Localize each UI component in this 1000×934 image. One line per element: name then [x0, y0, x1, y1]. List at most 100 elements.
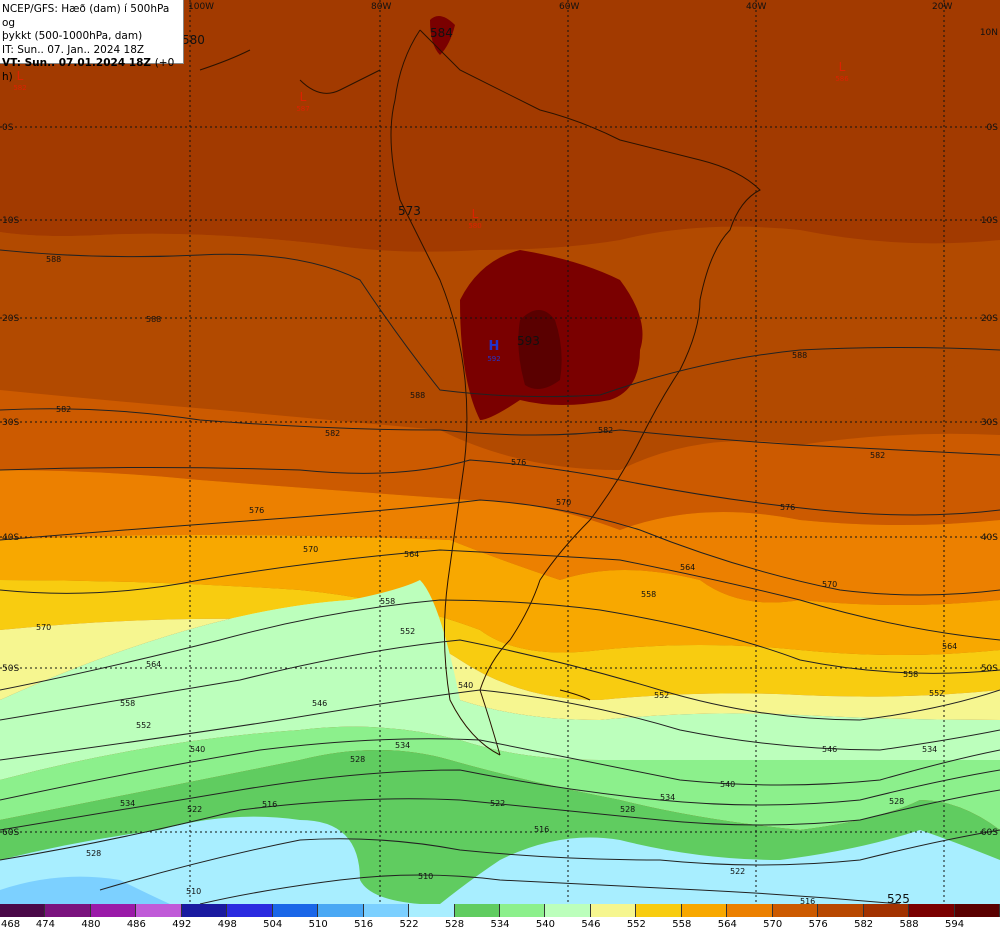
contour-label: 540 — [458, 681, 473, 690]
legend-label: 516 — [354, 919, 374, 930]
legend-swatch — [45, 904, 91, 917]
lat-label-right-50s: 50S — [981, 664, 998, 674]
lon-label-100w: 100W — [188, 2, 214, 12]
low-value: 580 — [468, 222, 481, 230]
contour-label: 516 — [262, 800, 277, 809]
legend-swatch — [545, 904, 591, 917]
lat-label-right-60s: 60S — [981, 828, 998, 838]
legend-swatch — [136, 904, 182, 917]
legend-swatch — [818, 904, 864, 917]
lon-label-20w: 20W — [932, 2, 952, 12]
contour-label: 570 — [822, 580, 837, 589]
contour-label: 588 — [146, 315, 161, 324]
low-value: 582 — [13, 84, 26, 92]
thickness-contour-labels: 588 588 588 588 582 582 582 582 576 576 … — [36, 255, 957, 904]
legend-label: 594 — [944, 919, 965, 930]
contour-label: 576 — [511, 458, 526, 467]
contour-label: 510 — [186, 887, 201, 896]
legend-swatch — [863, 904, 910, 917]
lon-label-80w: 80W — [371, 2, 391, 12]
legend-swatch — [636, 904, 682, 917]
contour-label: 564 — [680, 563, 695, 572]
legend-swatch — [318, 904, 364, 917]
contour-label: 546 — [822, 745, 837, 754]
contour-label: 534 — [395, 741, 410, 750]
map-info-box: NCEP/GFS: Hæð (dam) í 500hPa og þykkt (5… — [0, 0, 184, 83]
weather-map: 100W 80W 60W 40W 20W 0S 10S 20S 30S 40S … — [0, 0, 1000, 904]
info-valid-time: VT: Sun.. 07.01.2024 18Z (+0 h) — [2, 57, 183, 84]
lat-label-left-50s: 50S — [2, 664, 19, 674]
contour-label: 570 — [303, 545, 318, 554]
contour-label: 552 — [929, 689, 944, 698]
lat-label-left-60s: 60S — [2, 828, 19, 838]
contour-label: 570 — [556, 498, 571, 507]
contour-label: 588 — [46, 255, 61, 264]
contour-label: 552 — [136, 721, 151, 730]
longitude-labels: 100W 80W 60W 40W 20W — [188, 2, 952, 12]
low-value: 586 — [835, 75, 849, 83]
contour-label: 564 — [404, 550, 419, 559]
contour-label: 552 — [400, 627, 415, 636]
info-init-time: IT: Sun.. 07. Jan.. 2024 18Z — [2, 43, 145, 56]
lat-label-right-10s: 10S — [981, 216, 998, 226]
lat-label-left-40s: 40S — [2, 533, 19, 543]
low-marker: L — [839, 60, 846, 74]
contour-label: 528 — [350, 755, 365, 764]
legend-swatch — [0, 904, 46, 917]
legend-swatch — [499, 904, 546, 917]
low-marker: L — [17, 69, 24, 83]
low-pressure-center: L 586 — [835, 60, 849, 83]
legend-label: 588 — [899, 919, 919, 930]
legend-label: 552 — [626, 919, 646, 930]
latitude-labels-right: 10N 0S 10S 20S 30S 40S 50S 60S — [980, 28, 998, 838]
lat-label-right-30s: 30S — [981, 418, 998, 428]
contour-label: 582 — [56, 405, 71, 414]
height-label: 525 — [887, 892, 910, 904]
legend-label: 570 — [763, 919, 783, 930]
legend-label: 498 — [217, 919, 237, 930]
contour-label: 558 — [380, 597, 395, 606]
legend-label: 534 — [490, 919, 510, 930]
legend-label: 582 — [854, 919, 874, 930]
high-pressure-center: H 592 — [487, 339, 500, 363]
legend-swatch — [954, 904, 1000, 917]
contour-label: 546 — [312, 699, 327, 708]
contour-label: 540 — [720, 780, 735, 789]
contour-label: 540 — [190, 745, 205, 754]
legend-label: 522 — [399, 919, 419, 930]
lat-label-right-0s: 0S — [987, 123, 999, 133]
legend-label: 486 — [126, 919, 146, 930]
legend-swatch — [681, 904, 728, 917]
legend-label: 558 — [672, 919, 692, 930]
height-label: 580 — [182, 33, 205, 47]
legend-label: 474 — [35, 919, 55, 930]
legend-label: 480 — [81, 919, 101, 930]
contour-label: 558 — [641, 590, 656, 599]
legend-swatch — [772, 904, 819, 917]
contour-label: 570 — [36, 623, 51, 632]
low-pressure-center: L 587 — [296, 90, 309, 113]
lat-label-right-40s: 40S — [981, 533, 998, 543]
legend-swatches — [0, 904, 1000, 917]
lat-label-right-10n: 10N — [980, 28, 998, 38]
contour-label: 522 — [730, 867, 745, 876]
info-title: NCEP/GFS: Hæð (dam) í 500hPa og — [2, 3, 170, 29]
contour-label: 576 — [249, 506, 264, 515]
legend-swatch — [363, 904, 410, 917]
valid-time-offset: (+0 h) — [2, 57, 175, 83]
legend-label: 540 — [535, 919, 555, 930]
legend-swatch — [590, 904, 637, 917]
lon-label-60w: 60W — [559, 2, 579, 12]
contour-label: 516 — [800, 897, 815, 904]
legend-swatch — [272, 904, 319, 917]
contour-label: 522 — [187, 805, 202, 814]
legend-label: 528 — [444, 919, 465, 930]
contour-label: 558 — [903, 670, 918, 679]
contour-label: 528 — [86, 849, 101, 858]
color-legend: 468 474 480 486 492 498 504 510 516 522 528 534 540 5… — [0, 904, 1000, 934]
legend-swatch — [727, 904, 773, 917]
legend-label: 504 — [263, 919, 283, 930]
legend-swatch — [454, 904, 500, 917]
legend-label: 492 — [172, 919, 192, 930]
lon-label-40w: 40W — [746, 2, 766, 12]
